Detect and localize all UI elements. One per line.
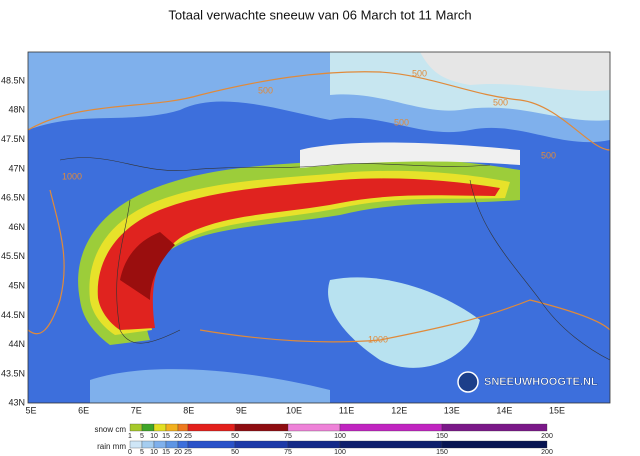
snow-tick-label: 10 — [150, 433, 158, 440]
snow-swatch — [287, 423, 341, 432]
lat-label: 46.5N — [1, 193, 25, 203]
rain-tick-label: 200 — [541, 449, 553, 456]
contour-label: 500 — [394, 117, 409, 127]
lat-label: 44N — [8, 339, 25, 349]
lat-label: 47N — [8, 163, 25, 173]
snow-tick-label: 50 — [231, 433, 239, 440]
lon-label: 7E — [131, 405, 142, 415]
snow-swatch — [234, 423, 289, 432]
lat-label: 43.5N — [1, 368, 25, 378]
snow-tick-label: 100 — [334, 433, 346, 440]
map-area: 500 500 500 500 500 1000 1000 SNEEUWHOOG… — [27, 51, 611, 404]
snow-swatch — [141, 423, 155, 432]
contour-label: 500 — [541, 150, 556, 160]
contour-labels: 500 500 500 500 500 1000 1000 — [62, 68, 556, 344]
snow-legend-label: snow cm — [94, 425, 126, 434]
snow-swatch — [153, 423, 167, 432]
snow-swatch — [165, 423, 179, 432]
snow-tick-label: 15 — [162, 433, 170, 440]
rain-tick-label: 150 — [436, 449, 448, 456]
rain-tick-label: 15 — [162, 449, 170, 456]
rain-tick-label: 5 — [140, 449, 144, 456]
lat-label: 45.5N — [1, 251, 25, 261]
lat-label: 44.5N — [1, 310, 25, 320]
logo: SNEEUWHOOGTE.NL — [457, 371, 598, 393]
lon-label: 9E — [236, 405, 247, 415]
snow-tick-label: 5 — [140, 433, 144, 440]
snow-tick-label: 25 — [184, 433, 192, 440]
rain-swatch — [129, 440, 143, 449]
lon-label: 6E — [78, 405, 89, 415]
snow-tick-label: 75 — [284, 433, 292, 440]
rain-swatch — [177, 440, 189, 449]
snow-swatch — [187, 423, 236, 432]
rain-tick-label: 0 — [128, 449, 132, 456]
snow-swatch — [177, 423, 189, 432]
snow-swatch — [441, 423, 548, 432]
rain-tick-label: 100 — [334, 449, 346, 456]
snow-tick-label: 1 — [128, 433, 132, 440]
lat-label: 43N — [8, 398, 25, 408]
snow-tick-label: 200 — [541, 433, 553, 440]
contour-label: 1000 — [368, 334, 388, 344]
lon-label: 11E — [339, 405, 354, 415]
rain-tick-label: 50 — [231, 449, 239, 456]
snow-swatch — [129, 423, 143, 432]
contour-label: 500 — [258, 85, 273, 95]
snow-tick-label: 20 — [174, 433, 182, 440]
rain-swatch — [165, 440, 179, 449]
snow-swatch — [339, 423, 443, 432]
title: Totaal verwachte sneeuw van 06 March tot… — [168, 7, 471, 22]
lon-label: 8E — [183, 405, 194, 415]
rain-swatch — [339, 440, 443, 449]
lon-label: 15E — [549, 405, 565, 415]
lat-labels: 48.5N 48N 47.5N 47N 46.5N 46N 45.5N 45N 44.5N 44N… — [1, 75, 25, 407]
lon-label: 14E — [496, 405, 512, 415]
rain-tick-label: 20 — [174, 449, 182, 456]
lat-label: 48.5N — [1, 75, 25, 85]
contour-label: 500 — [493, 97, 508, 107]
rain-swatch — [287, 440, 341, 449]
lat-label: 45N — [8, 280, 25, 290]
rain-swatch — [234, 440, 289, 449]
snow-tick-label: 150 — [436, 433, 448, 440]
rain-legend-label: rain mm — [97, 442, 126, 451]
lon-labels: 5E 6E 7E 8E 9E 10E 11E 12E 13E 14E 15E — [25, 405, 565, 415]
contour-label: 1000 — [62, 171, 82, 181]
rain-tick-label: 25 — [184, 449, 192, 456]
rain-tick-label: 75 — [284, 449, 292, 456]
lon-label: 13E — [444, 405, 460, 415]
logo-text: SNEEUWHOOGTE.NL — [484, 376, 598, 388]
rain-swatch — [141, 440, 155, 449]
contour-label: 500 — [412, 68, 427, 78]
rain-swatch — [441, 440, 548, 449]
rain-swatch — [187, 440, 236, 449]
lon-label: 5E — [25, 405, 36, 415]
lat-label: 46N — [8, 222, 25, 232]
lon-label: 12E — [391, 405, 407, 415]
lat-label: 48N — [8, 105, 25, 115]
legend: snow cm rain mm 1 5 10 15 20 25 50 75 100 150 2000… — [94, 423, 553, 456]
rain-swatch — [153, 440, 167, 449]
lon-label: 10E — [286, 405, 302, 415]
rain-tick-label: 10 — [150, 449, 158, 456]
lat-label: 47.5N — [1, 134, 25, 144]
